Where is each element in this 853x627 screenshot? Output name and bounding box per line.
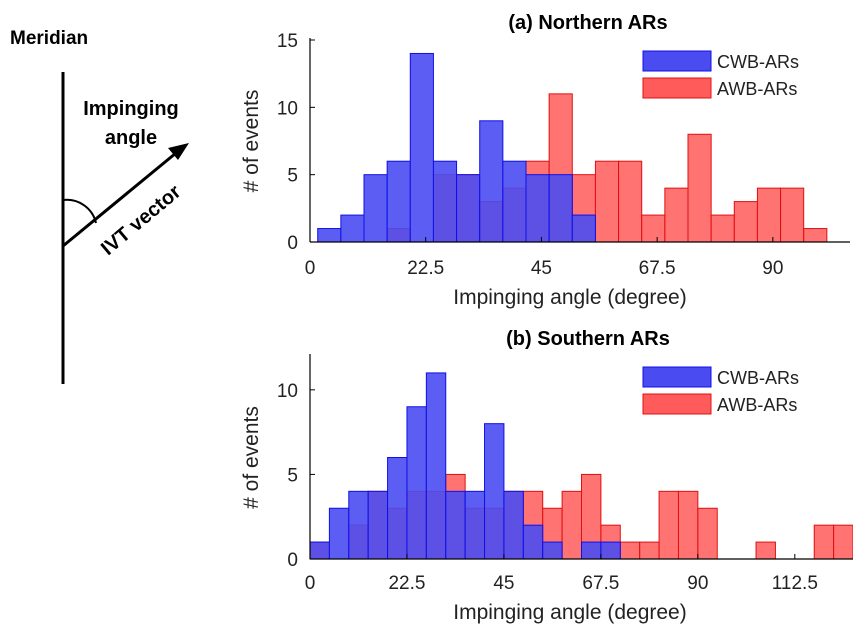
chart-title: (b) Southern ARs [506, 328, 670, 350]
cwb-series [317, 52, 596, 243]
cwb-legend-label: CWB-ARs [717, 368, 799, 388]
ivt-vector-arrowhead [168, 143, 189, 160]
awb-legend-label: AWB-ARs [717, 395, 797, 415]
bar [387, 457, 408, 560]
bar [340, 214, 365, 243]
ivt-vector-line [62, 151, 177, 248]
bar [600, 541, 621, 560]
bar [658, 490, 679, 560]
impinging-angle-label-1: Impinging [83, 98, 179, 120]
schematic: Meridian Impinging angle IVT vector [10, 28, 189, 384]
bar [548, 174, 573, 243]
x-axis-label: Impinging angle (degree) [453, 286, 686, 309]
y-axis-label: # of events [240, 90, 263, 193]
bar [432, 160, 458, 243]
x-axis-label: Impinging angle (degree) [453, 601, 686, 624]
y-tick-label: 5 [287, 166, 298, 187]
impinging-angle-label-2: angle [105, 127, 157, 149]
bar [687, 133, 712, 243]
bar [503, 490, 524, 560]
y-tick-label: 10 [277, 98, 298, 119]
bar [363, 174, 388, 243]
bar [464, 490, 486, 560]
bar [581, 541, 602, 560]
chart-southern-ars: 0 22.5 45 67.5 90 112.5 0 5 10 (b) Southern ARs Im… [240, 328, 853, 624]
bar [619, 541, 641, 560]
angle-arc [62, 198, 97, 224]
bar [755, 541, 776, 560]
bar [561, 490, 582, 560]
cwb-legend-swatch [642, 50, 712, 72]
bar [677, 490, 699, 560]
x-tick-label: 45 [531, 258, 552, 279]
bar [542, 541, 563, 560]
bar [641, 214, 666, 243]
bar [386, 160, 411, 243]
bar [664, 187, 689, 243]
bar [803, 228, 828, 243]
y-tick-label: 5 [287, 465, 298, 486]
y-axis-label: # of events [240, 406, 263, 509]
bar [456, 174, 481, 243]
bar [348, 490, 369, 560]
bar [328, 507, 350, 560]
y-tick-label: 15 [277, 31, 298, 52]
bar [833, 524, 853, 560]
x-tick-label: 22.5 [388, 573, 425, 594]
legend: CWB-ARs AWB-ARs [642, 50, 799, 99]
legend: CWB-ARs AWB-ARs [642, 366, 799, 415]
ivt-vector-label: IVT vector [97, 181, 185, 260]
x-tick-label: 112.5 [772, 573, 818, 594]
bar [571, 214, 596, 243]
bar [445, 490, 466, 560]
x-tick-label: 22.5 [407, 258, 444, 279]
awb-legend-label: AWB-ARs [717, 79, 797, 99]
bar [618, 160, 643, 243]
bar [425, 372, 447, 560]
bar [780, 187, 805, 243]
bar [484, 423, 505, 560]
x-tick-label: 67.5 [639, 258, 676, 279]
bar [406, 406, 427, 560]
x-tick-label: 45 [493, 573, 514, 594]
cwb-series [309, 372, 621, 560]
chart-title: (a) Northern ARs [508, 12, 667, 34]
x-tick-label: 67.5 [582, 573, 619, 594]
bar [733, 201, 758, 243]
awb-legend-swatch [642, 393, 712, 415]
y-tick-label: 0 [287, 233, 298, 254]
bar [813, 524, 835, 560]
x-tick-label: 0 [305, 573, 316, 594]
cwb-legend-label: CWB-ARs [717, 52, 799, 72]
bar [522, 524, 544, 560]
y-tick-label: 0 [287, 550, 298, 571]
bar [317, 228, 342, 243]
meridian-label: Meridian [10, 28, 88, 49]
bar [756, 187, 782, 243]
chart-northern-ars: 0 22.5 45 67.5 90 0 5 10 15 (a) Northern ARs Impin… [240, 12, 850, 309]
awb-legend-swatch [642, 77, 712, 99]
bar [502, 160, 527, 243]
bar [639, 541, 660, 560]
bar [710, 214, 735, 243]
x-tick-label: 90 [687, 573, 708, 594]
x-tick-label: 90 [762, 258, 783, 279]
y-tick-label: 10 [277, 381, 298, 402]
bar [525, 174, 550, 243]
bar [479, 120, 504, 243]
bar [409, 52, 434, 243]
x-tick-label: 0 [305, 258, 316, 279]
bar [594, 160, 620, 243]
bar [367, 490, 389, 560]
bar [309, 541, 330, 560]
bar [697, 507, 718, 560]
cwb-legend-swatch [642, 366, 712, 388]
